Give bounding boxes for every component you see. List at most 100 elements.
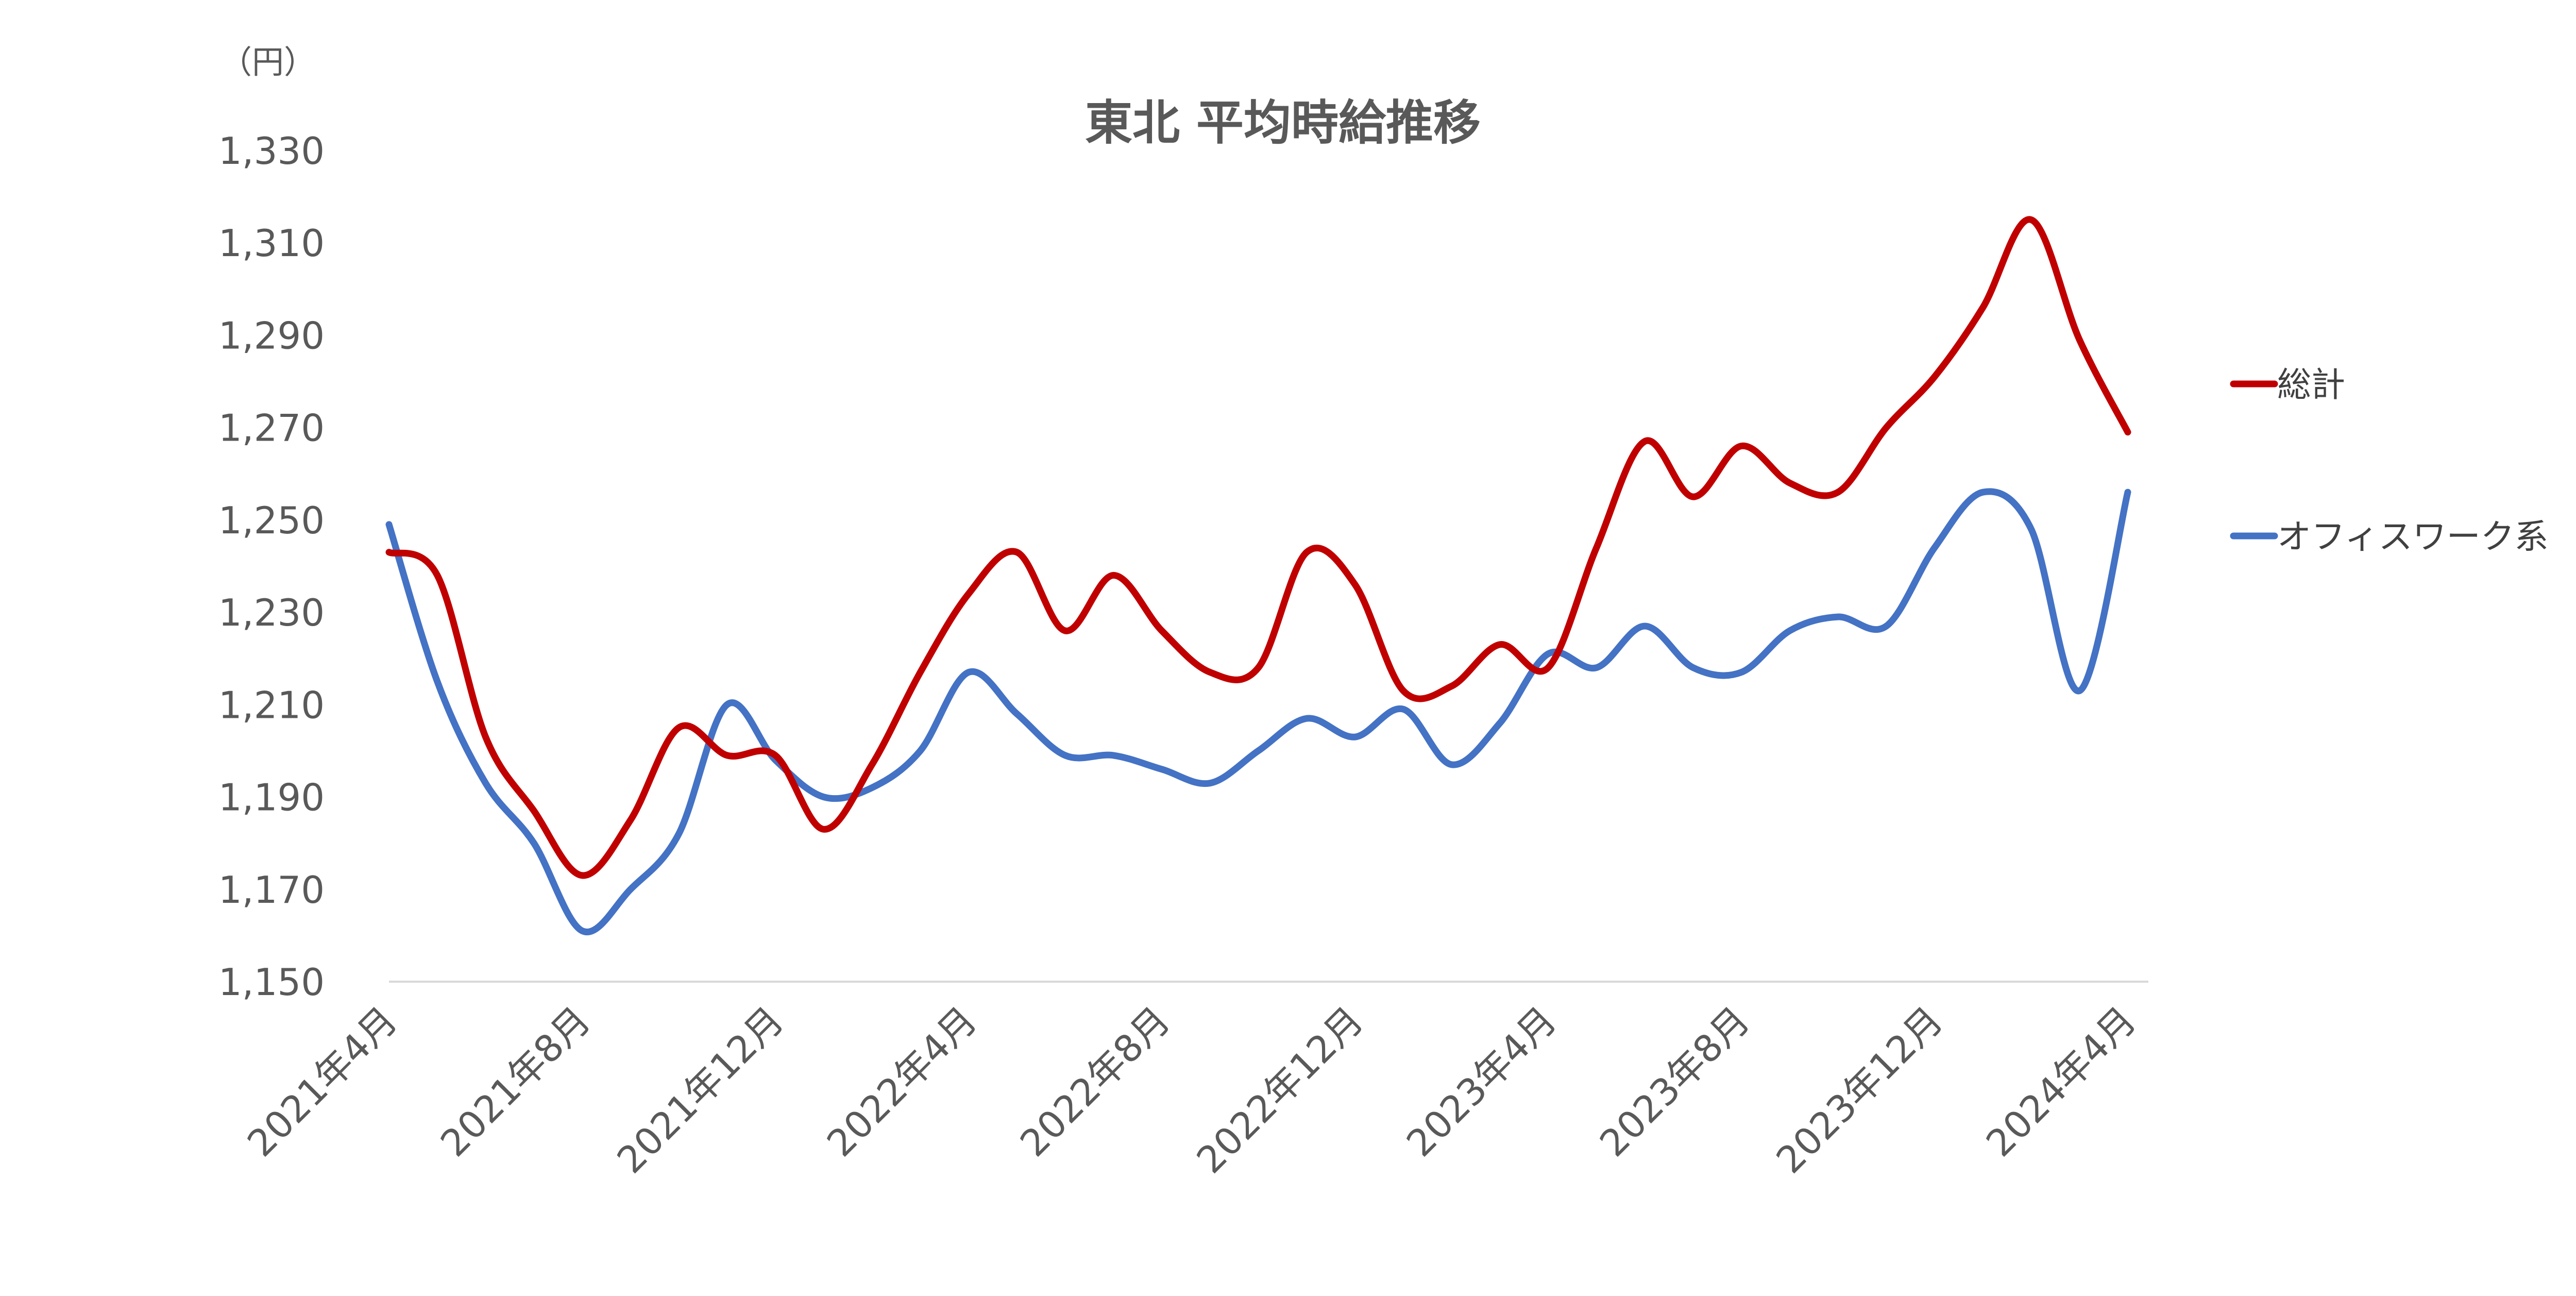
data-point xyxy=(1547,652,1550,655)
x-axis: 2021年4月 2021年8月 2021年12月 2022年4月 2022年8月 2022… xyxy=(239,999,2144,1182)
data-point xyxy=(1933,375,1936,379)
data-point xyxy=(2029,527,2033,531)
series-total xyxy=(385,216,2131,879)
data-point xyxy=(725,703,729,706)
legend-label: オフィスワーク系 xyxy=(2277,517,2549,557)
data-point xyxy=(1208,781,1212,785)
data-point xyxy=(822,828,825,831)
data-point xyxy=(1885,625,1888,628)
data-point xyxy=(1160,629,1163,632)
data-point xyxy=(870,763,874,766)
data-point xyxy=(1305,550,1309,554)
y-tick-label: 1,290 xyxy=(218,314,325,357)
data-point xyxy=(581,929,584,933)
chart-title: 東北 平均時給推移 xyxy=(1085,95,1481,150)
data-point xyxy=(967,670,970,674)
data-point xyxy=(822,795,825,799)
x-tick-label: 2022年4月 xyxy=(819,999,985,1165)
data-point xyxy=(2029,218,2033,222)
data-point xyxy=(1257,749,1260,752)
data-point xyxy=(1450,763,1453,766)
data-point xyxy=(1208,670,1212,674)
x-tick-label: 2023年4月 xyxy=(1398,999,1565,1165)
y-tick-label: 1,250 xyxy=(218,499,325,542)
data-point xyxy=(1740,670,1743,674)
data-point xyxy=(1595,666,1598,669)
data-point xyxy=(870,786,874,789)
data-point xyxy=(1063,629,1067,632)
data-point xyxy=(1788,629,1791,632)
series-office-work xyxy=(385,488,2131,935)
series-layer xyxy=(385,216,2131,935)
data-point xyxy=(435,680,439,683)
data-point xyxy=(1305,717,1309,720)
legend-item: オフィスワーク系 xyxy=(2230,517,2549,557)
data-point xyxy=(1885,426,1888,429)
data-point xyxy=(387,550,391,554)
data-point xyxy=(967,592,970,596)
data-point xyxy=(919,670,922,674)
data-point xyxy=(1353,583,1357,586)
y-tick-label: 1,190 xyxy=(218,776,325,819)
data-point xyxy=(1450,684,1453,688)
y-tick-label: 1,310 xyxy=(218,222,325,265)
x-tick-label: 2022年8月 xyxy=(1012,999,1178,1165)
x-tick-label: 2023年8月 xyxy=(1591,999,1758,1165)
data-point xyxy=(1643,625,1647,628)
data-point xyxy=(1981,491,1985,494)
data-point xyxy=(2126,430,2129,434)
data-point xyxy=(1836,615,1840,619)
data-point xyxy=(629,818,632,822)
data-point xyxy=(1547,666,1550,669)
legend-label: 総計 xyxy=(2277,365,2345,405)
data-point xyxy=(1643,440,1647,443)
series-line xyxy=(385,216,2131,879)
data-point xyxy=(677,726,681,730)
data-point xyxy=(2078,689,2081,693)
data-point xyxy=(774,753,777,757)
data-point xyxy=(532,809,536,813)
data-point xyxy=(1981,306,1985,309)
legend-item: 総計 xyxy=(2230,365,2345,405)
y-tick-label: 1,150 xyxy=(218,961,325,1004)
x-tick-label: 2021年4月 xyxy=(239,999,405,1165)
data-point xyxy=(1740,444,1743,448)
data-point xyxy=(387,523,391,526)
data-point xyxy=(629,887,632,891)
data-point xyxy=(1112,574,1115,577)
data-point xyxy=(1257,666,1260,669)
data-point xyxy=(1595,546,1598,549)
data-point xyxy=(1063,753,1067,757)
data-point xyxy=(1112,753,1115,757)
y-axis: 1,150 1,170 1,190 1,210 1,230 1,250 1,270 1,290… xyxy=(218,129,325,1004)
data-point xyxy=(1401,689,1405,693)
data-point xyxy=(1401,708,1405,711)
data-point xyxy=(1015,550,1019,554)
data-point xyxy=(1836,491,1840,494)
data-point xyxy=(484,735,487,739)
y-unit-label: （円） xyxy=(220,43,316,81)
data-point xyxy=(1160,767,1163,771)
data-point xyxy=(677,832,681,836)
y-tick-label: 1,230 xyxy=(218,591,325,634)
data-point xyxy=(1691,495,1695,499)
x-tick-label: 2024年4月 xyxy=(1978,999,2144,1165)
data-point xyxy=(484,781,487,785)
series-line xyxy=(385,488,2131,935)
data-point xyxy=(532,841,536,845)
data-point xyxy=(1498,643,1502,646)
y-tick-label: 1,330 xyxy=(218,129,325,173)
data-point xyxy=(1933,546,1936,549)
data-point xyxy=(1353,735,1357,739)
x-tick-label: 2021年8月 xyxy=(432,999,599,1165)
x-tick-label: 2022年12月 xyxy=(1188,999,1371,1182)
data-point xyxy=(581,873,584,877)
y-tick-label: 1,170 xyxy=(218,868,325,912)
y-tick-label: 1,270 xyxy=(218,407,325,450)
data-point xyxy=(2078,338,2081,342)
data-point xyxy=(1691,666,1695,669)
data-point xyxy=(2126,491,2129,494)
